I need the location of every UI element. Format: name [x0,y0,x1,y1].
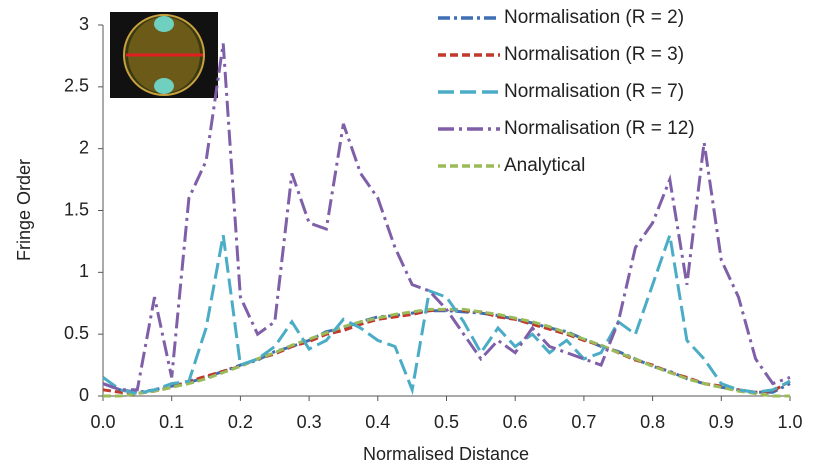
x-tick-label: 0.0 [90,412,115,432]
x-tick-label: 0.1 [159,412,184,432]
series-line [102,307,791,396]
y-tick-label: 0.5 [64,323,89,343]
x-tick-label: 0.7 [571,412,596,432]
x-tick-label: 0.9 [709,412,734,432]
y-tick-label: 2 [79,137,89,157]
series-line [102,309,791,394]
series-line [102,234,791,396]
y-tick-label: 3 [79,14,89,34]
legend-label: Normalisation (R = 12) [504,118,695,139]
x-tick-label: 1.0 [777,412,802,432]
series-line [102,43,791,392]
x-tick-label: 0.4 [365,412,390,432]
y-axis-label: Fringe Order [14,159,34,261]
y-tick-label: 1 [79,261,89,281]
x-tick-label: 0.2 [228,412,253,432]
legend-label: Analytical [504,155,585,176]
legend-label: Normalisation (R = 2) [504,7,684,28]
x-axis-label: Normalised Distance [363,444,529,464]
legend-label: Normalisation (R = 7) [504,81,684,102]
y-tick-label: 1.5 [64,199,89,219]
x-tick-label: 0.8 [640,412,665,432]
y-tick-label: 0 [79,385,89,405]
x-tick-label: 0.3 [297,412,322,432]
inset-image [110,12,218,98]
x-tick-label: 0.5 [434,412,459,432]
legend-label: Normalisation (R = 3) [504,44,684,65]
y-tick-label: 2.5 [64,76,89,96]
series-line [103,307,790,398]
x-tick-label: 0.6 [503,412,528,432]
